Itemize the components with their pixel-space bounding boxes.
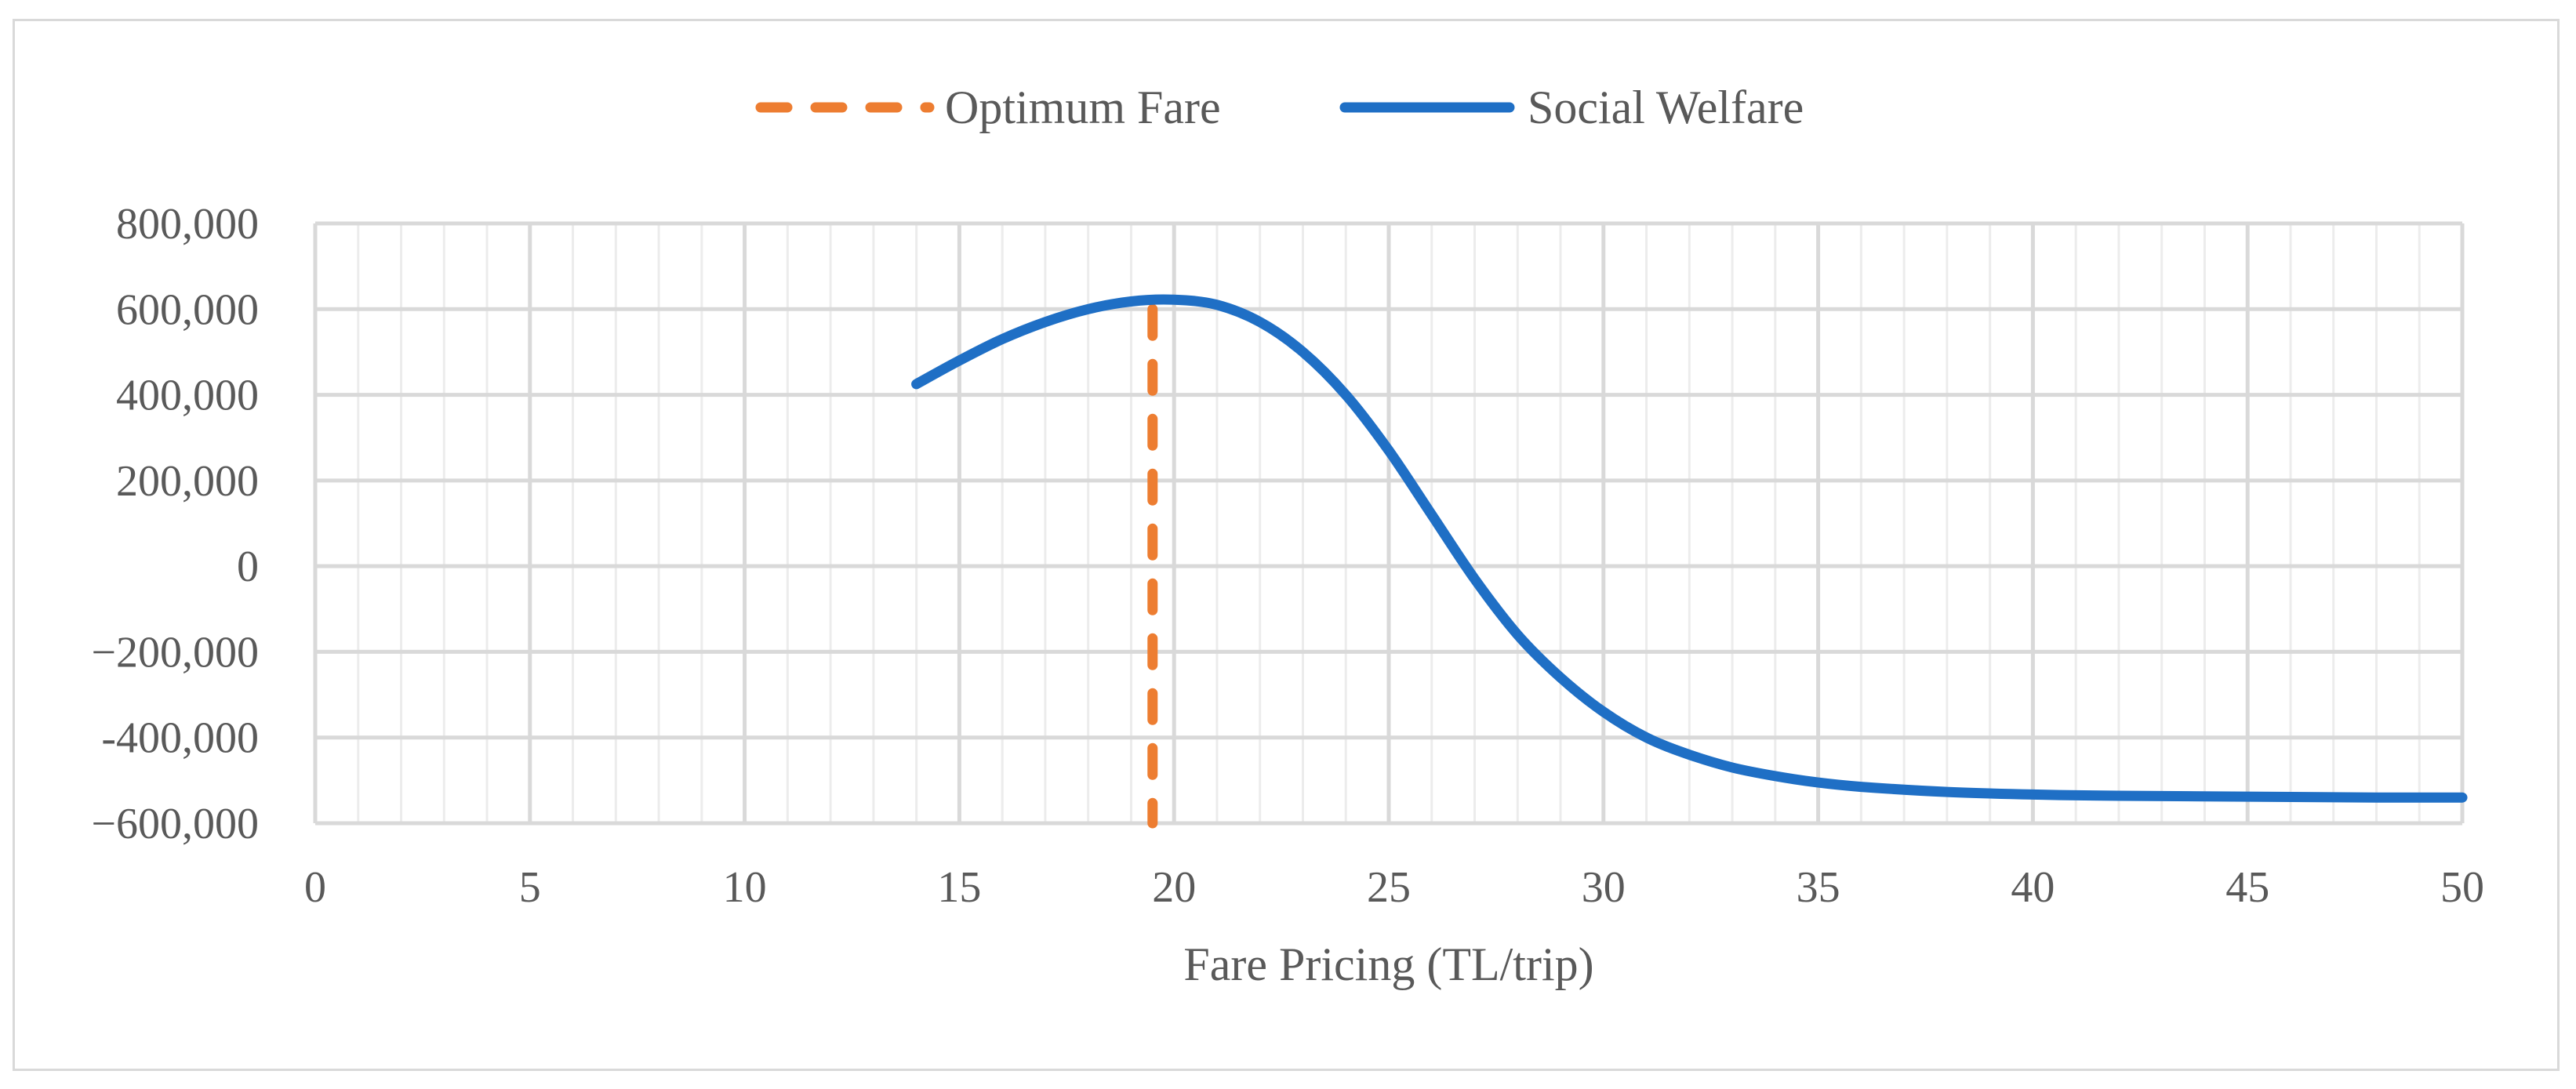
y-tick-label: −200,000 bbox=[91, 628, 259, 677]
x-tick-label: 5 bbox=[519, 863, 541, 912]
x-tick-label: 50 bbox=[2440, 863, 2484, 912]
series-layer bbox=[911, 294, 2468, 829]
y-tick-label: 200,000 bbox=[116, 457, 259, 506]
chart-frame bbox=[13, 19, 2560, 1071]
x-tick-label: 30 bbox=[1582, 863, 1626, 912]
x-axis-title: Fare Pricing (TL/trip) bbox=[1183, 938, 1593, 990]
y-tick-label: 400,000 bbox=[116, 372, 259, 420]
series-line-1 bbox=[911, 294, 2468, 803]
y-axis-ticks: 800,000 600,000 400,000 200,000 0 −200,000 -40… bbox=[91, 200, 259, 848]
y-tick-label: -400,000 bbox=[101, 714, 259, 763]
x-tick-label: 10 bbox=[723, 863, 767, 912]
y-tick-label: 800,000 bbox=[116, 200, 259, 249]
x-tick-label: 20 bbox=[1152, 863, 1196, 912]
x-tick-label: 35 bbox=[1797, 863, 1840, 912]
major-gridlines bbox=[313, 221, 2465, 826]
legend: Optimum Fare Social Welfare bbox=[755, 82, 1804, 133]
y-tick-label: 600,000 bbox=[116, 285, 259, 334]
legend-label-optimum-fare: Optimum Fare bbox=[945, 82, 1221, 133]
x-tick-label: 40 bbox=[2011, 863, 2055, 912]
x-tick-label: 15 bbox=[937, 863, 981, 912]
minor-gridlines bbox=[357, 223, 2421, 823]
x-axis-ticks: 0 5 10 15 20 25 30 35 40 45 50 bbox=[304, 863, 2484, 912]
y-tick-label: 0 bbox=[237, 543, 259, 591]
x-tick-label: 0 bbox=[304, 863, 326, 912]
x-tick-label: 25 bbox=[1367, 863, 1411, 912]
legend-label-social-welfare: Social Welfare bbox=[1528, 82, 1804, 133]
x-tick-label: 45 bbox=[2225, 863, 2269, 912]
y-tick-label: −600,000 bbox=[91, 800, 259, 848]
